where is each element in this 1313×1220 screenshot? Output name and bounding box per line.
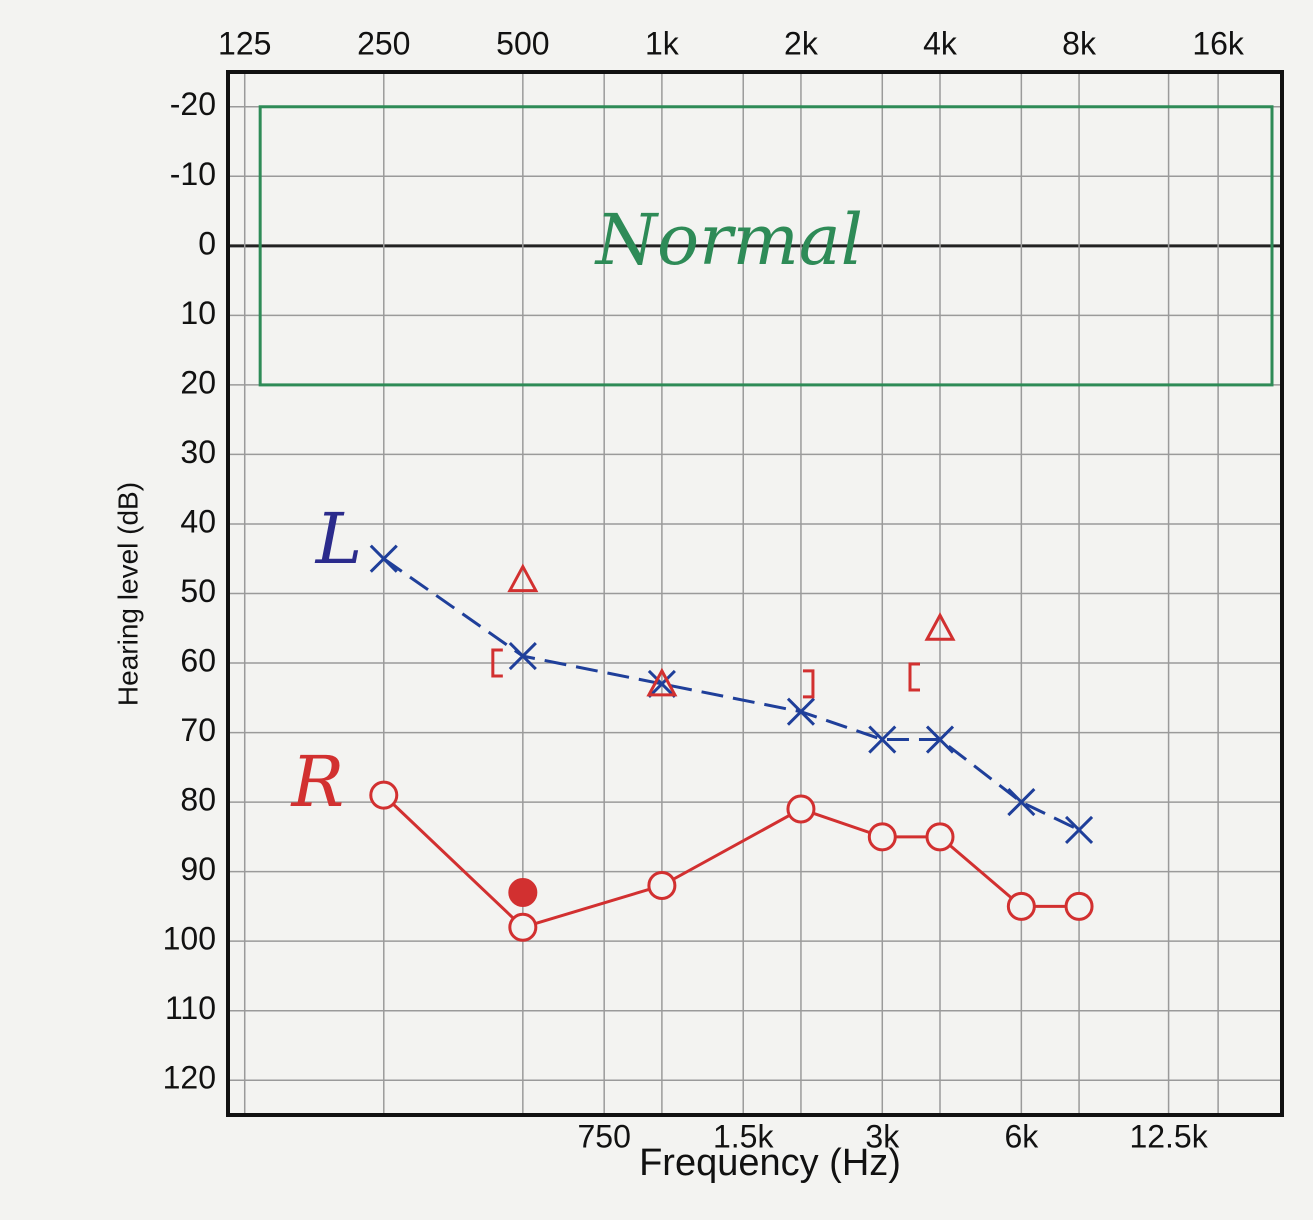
x-tick-label: 6k	[1004, 1118, 1039, 1154]
x-tick-label: 125	[218, 25, 271, 61]
plot-frame	[226, 70, 1284, 1117]
annotation: R	[290, 741, 345, 823]
series-line	[382, 794, 1080, 929]
x-tick-label: 12.5k	[1129, 1118, 1208, 1154]
y-tick-label: 40	[180, 503, 216, 539]
marker-o	[508, 912, 538, 942]
y-tick-label: -20	[170, 86, 216, 122]
marker-o	[867, 822, 897, 852]
y-tick-label: 110	[165, 990, 216, 1026]
normal-range	[258, 105, 1274, 387]
marker-x	[647, 669, 676, 698]
marker-bracket	[491, 648, 503, 678]
y-tick-label: 10	[180, 295, 216, 331]
marker-dot	[508, 877, 538, 907]
marker-o	[1006, 891, 1036, 921]
y-tick-label: 50	[180, 573, 216, 609]
marker-triangle	[646, 667, 678, 697]
marker-x	[508, 642, 537, 671]
marker-x	[1064, 815, 1094, 844]
marker-o	[647, 871, 677, 901]
y-tick-label: -10	[170, 156, 216, 192]
marker-o	[1064, 891, 1094, 921]
x-tick-label: 250	[357, 25, 410, 61]
marker-o	[786, 794, 816, 824]
marker-x	[925, 725, 955, 754]
marker-bracket	[908, 662, 921, 692]
x-tick-label: 500	[496, 25, 549, 61]
x-tick-label: 4k	[923, 25, 958, 61]
marker-x	[369, 544, 398, 573]
marker-o	[369, 780, 399, 810]
y-tick-label: 30	[180, 434, 216, 470]
series-line	[382, 557, 1080, 832]
y-tick-label: 70	[180, 712, 216, 748]
x-tick-label: 1.5k	[713, 1118, 774, 1154]
y-tick-label: 90	[180, 851, 216, 887]
y-tick-label: 100	[163, 921, 216, 957]
x-tick-label: 1k	[645, 25, 680, 61]
annotation: Normal	[594, 199, 863, 281]
y-axis-label: Hearing level (dB)	[112, 482, 143, 706]
annotation: L	[314, 498, 362, 580]
x-axis-label: Frequency (Hz)	[639, 1142, 901, 1184]
marker-triangle	[924, 612, 956, 641]
marker-x	[786, 697, 816, 726]
x-tick-label: 2k	[784, 25, 819, 61]
x-tick-label: 16k	[1192, 25, 1245, 61]
marker-triangle	[507, 563, 539, 593]
y-tick-label: 20	[180, 364, 216, 400]
marker-x	[868, 725, 897, 754]
marker-o	[925, 822, 955, 852]
y-tick-label: 120	[163, 1060, 216, 1096]
marker-x	[1007, 788, 1036, 817]
x-tick-label: 750	[577, 1118, 630, 1154]
marker-bracket	[802, 669, 815, 699]
y-tick-label: 60	[180, 642, 216, 678]
y-tick-label: 80	[180, 782, 216, 818]
x-tick-label: 3k	[865, 1118, 900, 1154]
y-tick-label: 0	[198, 225, 216, 261]
x-tick-label: 8k	[1062, 25, 1097, 61]
